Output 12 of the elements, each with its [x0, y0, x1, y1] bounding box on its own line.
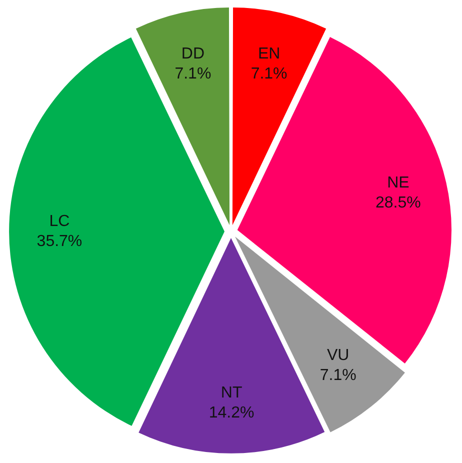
slice-label: EN: [258, 46, 280, 63]
slice-label: NE: [387, 174, 410, 192]
data-label: 14.2%: [208, 404, 254, 422]
data-label: 28.5%: [376, 194, 421, 212]
slice-label: NT: [220, 384, 242, 402]
slice-label: VU: [326, 346, 350, 364]
data-label: 7.1%: [320, 366, 356, 384]
data-label: 7.1%: [250, 66, 288, 83]
slice-label: DD: [181, 46, 204, 63]
slice-label: LC: [49, 213, 70, 230]
data-label: 7.1%: [174, 66, 212, 83]
data-label: 35.7%: [36, 233, 82, 250]
